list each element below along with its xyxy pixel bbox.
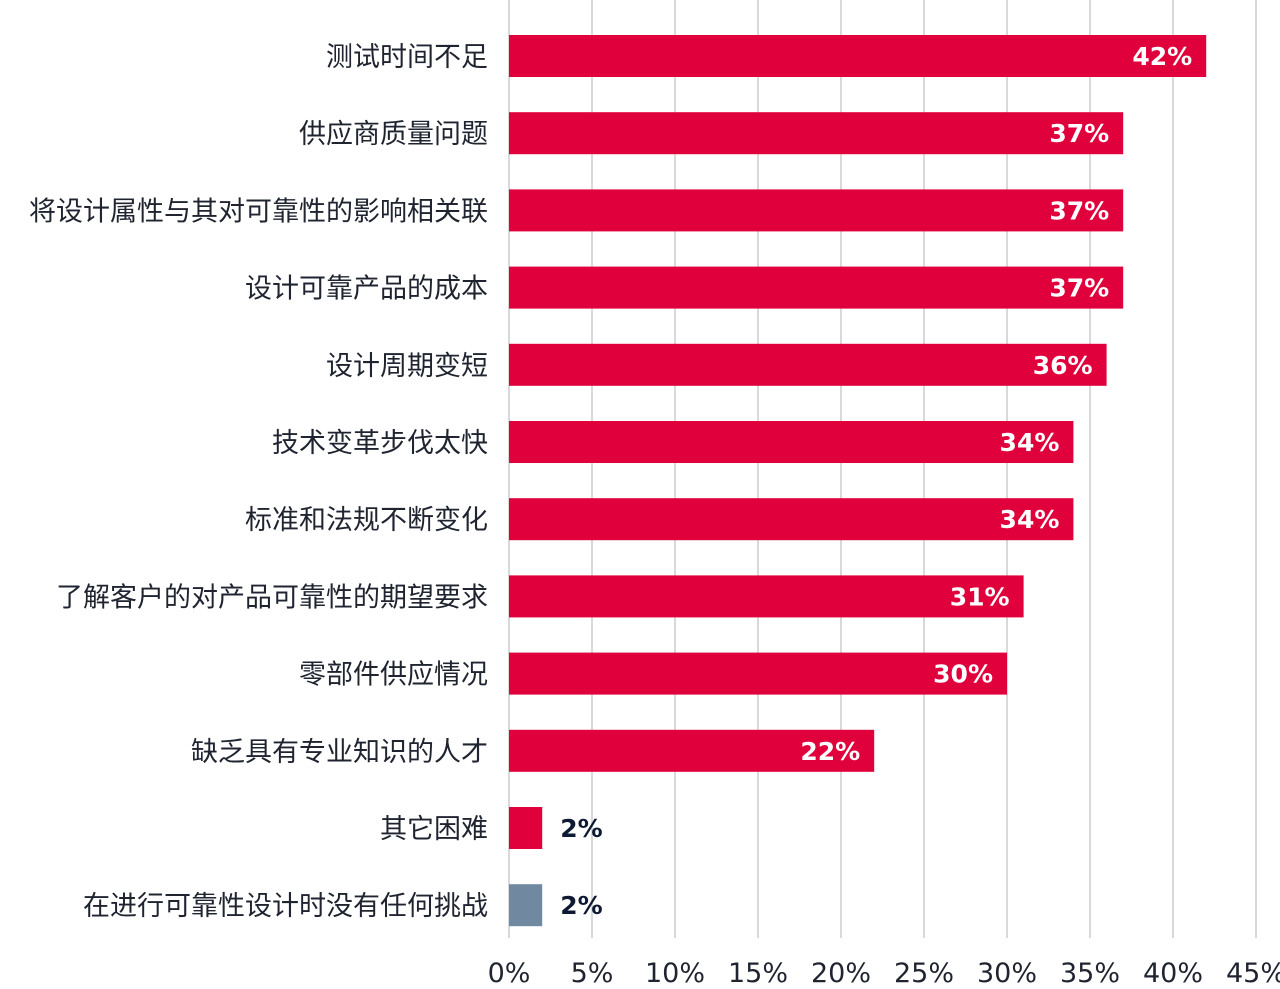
bar (509, 575, 1024, 618)
x-tick-label: 35% (1060, 958, 1120, 989)
category-label: 在进行可靠性设计时没有任何挑战 (83, 891, 488, 922)
category-labels: 测试时间不足供应商质量问题将设计属性与其对可靠性的影响相关联设计可靠产品的成本设… (29, 42, 488, 922)
category-label: 将设计属性与其对可靠性的影响相关联 (29, 196, 488, 227)
category-label: 技术变革步伐太快 (272, 428, 488, 459)
value-label: 2% (560, 814, 602, 843)
category-label: 设计周期变短 (326, 351, 488, 382)
value-label: 31% (950, 582, 1010, 611)
bar (509, 189, 1124, 232)
bar (509, 884, 543, 927)
x-tick-label: 45% (1226, 958, 1280, 989)
x-tick-label: 30% (977, 958, 1037, 989)
bar (509, 343, 1107, 386)
category-label: 缺乏具有专业知识的人才 (191, 737, 488, 768)
category-label: 测试时间不足 (326, 42, 488, 73)
value-label: 42% (1132, 42, 1192, 71)
bar (509, 807, 543, 849)
x-tick-label: 15% (728, 958, 788, 989)
value-labels: 42% 37% 37% 37% 36% 34% 34% 31% 30% 22% 2% 2% (560, 42, 1192, 920)
category-label: 标准和法规不断变化 (245, 505, 488, 536)
category-label: 供应商质量问题 (299, 119, 488, 150)
bar (509, 652, 1007, 695)
x-tick-label: 0% (488, 958, 531, 989)
value-label: 37% (1049, 274, 1109, 303)
bar (509, 729, 875, 772)
category-label: 其它困难 (380, 814, 488, 845)
x-tick-label: 10% (645, 958, 705, 989)
value-label: 36% (1033, 351, 1093, 380)
bar (509, 421, 1074, 463)
value-label: 22% (800, 737, 860, 766)
category-label: 设计可靠产品的成本 (245, 274, 488, 305)
bar (509, 266, 1124, 309)
value-label: 34% (1000, 505, 1060, 534)
x-tick-label: 40% (1143, 958, 1203, 989)
value-label: 34% (1000, 428, 1060, 457)
gridlines (508, 0, 1257, 938)
x-tick-label: 20% (811, 958, 871, 989)
value-label: 30% (933, 660, 993, 689)
bar (509, 498, 1074, 541)
value-label: 37% (1049, 196, 1109, 225)
value-label: 37% (1049, 119, 1109, 148)
category-label: 零部件供应情况 (299, 660, 488, 691)
bar (509, 35, 1207, 77)
x-tick-label: 5% (571, 958, 614, 989)
bar (509, 112, 1124, 155)
x-axis-ticks: 0% 5% 10% 15% 20% 25% 30% 35% 40% 45% (488, 958, 1280, 989)
x-tick-label: 25% (894, 958, 954, 989)
bars (509, 35, 1207, 927)
category-label: 了解客户的对产品可靠性的期望要求 (56, 582, 488, 613)
value-label: 2% (560, 891, 602, 920)
